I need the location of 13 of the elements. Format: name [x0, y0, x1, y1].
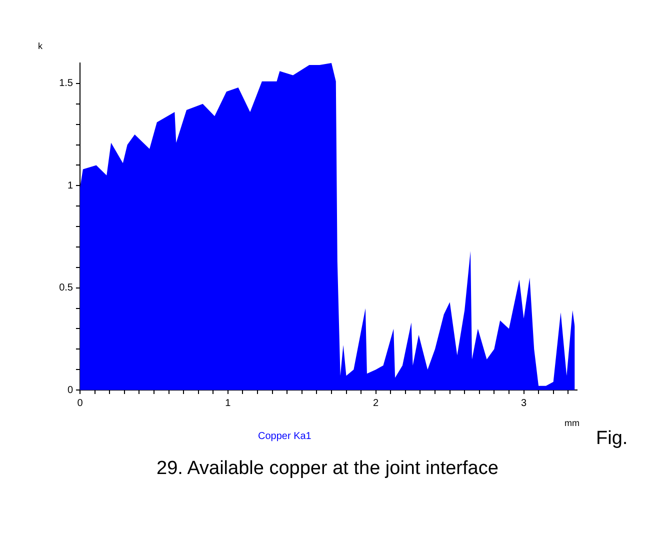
y-tick-label: 1 — [67, 180, 74, 192]
x-axis-title: mm — [564, 418, 580, 428]
x-tick-label: 2 — [373, 398, 380, 409]
x-tick-label: 0 — [77, 398, 84, 409]
text: Copper Ka1 — [258, 431, 312, 442]
x-tick-label: 3 — [520, 398, 527, 409]
y-tick-label: 1.5 — [59, 78, 74, 90]
y-axis-title: k — [38, 41, 43, 51]
x-tick-label: 1 — [225, 398, 232, 409]
text: Fig. — [596, 428, 628, 450]
y-tick-label: 0 — [67, 384, 74, 396]
y-tick-label: 0.5 — [59, 282, 74, 294]
text: 29. Available copper at the joint interface — [156, 458, 500, 480]
